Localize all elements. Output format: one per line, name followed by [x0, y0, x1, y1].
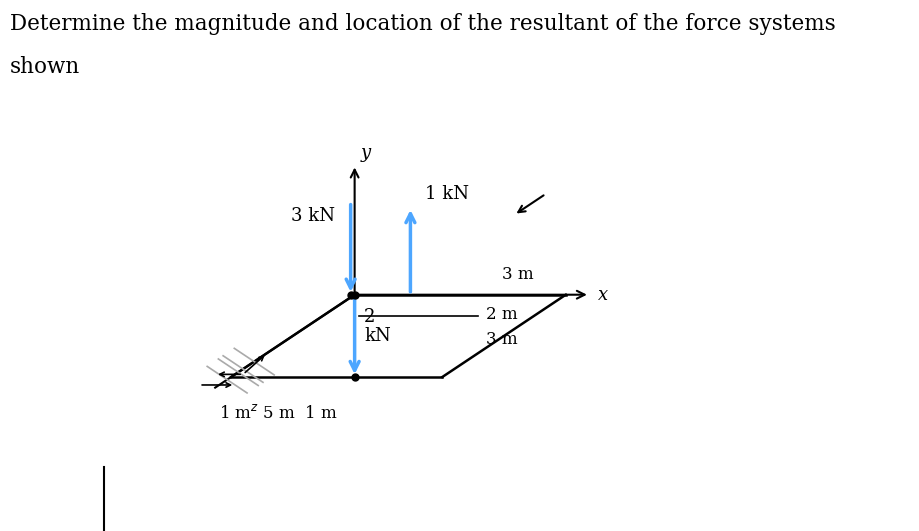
- Text: 1 m$^z$ 5 m  1 m: 1 m$^z$ 5 m 1 m: [219, 404, 338, 422]
- Text: y: y: [361, 144, 371, 162]
- Text: Determine the magnitude and location of the resultant of the force systems: Determine the magnitude and location of …: [9, 13, 835, 35]
- Text: 3 kN: 3 kN: [291, 207, 335, 225]
- Text: shown: shown: [9, 56, 80, 78]
- Text: 2
kN: 2 kN: [364, 308, 391, 345]
- Text: 3 m: 3 m: [502, 266, 534, 283]
- Text: 2 m: 2 m: [486, 306, 517, 323]
- Text: 1 kN: 1 kN: [425, 185, 469, 203]
- Text: 3 m: 3 m: [486, 331, 517, 348]
- Text: x: x: [597, 286, 607, 304]
